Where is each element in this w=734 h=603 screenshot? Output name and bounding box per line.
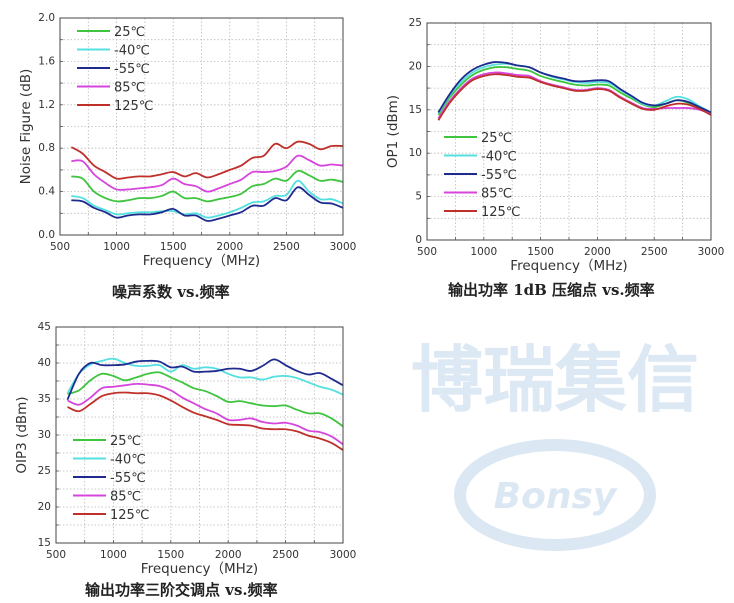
watermark-logo: Bonsy xyxy=(454,439,656,551)
series-line-125C xyxy=(67,391,344,451)
legend-label: 85℃ xyxy=(110,490,141,505)
x-tick-label: 2500 xyxy=(272,549,299,561)
x-tick-label: 2000 xyxy=(584,246,611,258)
x-tick-label: 3000 xyxy=(698,246,725,258)
legend-label: 25℃ xyxy=(110,434,141,449)
legend: 25℃ -40℃ -55℃ 85℃ 125℃ xyxy=(77,25,153,114)
x-tick-label: 1500 xyxy=(157,549,184,561)
legend-label: -55℃ xyxy=(114,62,150,77)
y-tick-label: 0 xyxy=(415,234,422,246)
legend-label: 125℃ xyxy=(481,205,520,220)
y-tick-label: 2.0 xyxy=(38,12,55,24)
y-axis-label: OP1 (dBm) xyxy=(385,95,401,168)
y-tick-label: 0.8 xyxy=(38,142,55,154)
legend-label: 25℃ xyxy=(481,131,512,146)
chart-2: 500 1000 1500 2000 2500 3000 0 5 10 15 20 25 Frequen… xyxy=(385,17,724,274)
y-axis-label: Noise Figure (dB) xyxy=(18,69,34,185)
x-axis-label: Frequency（MHz) xyxy=(510,258,627,274)
legend-label: -55℃ xyxy=(481,168,517,183)
x-tick-label: 1500 xyxy=(527,246,554,258)
chart-1-caption: 噪声系数 vs.频率 xyxy=(112,283,230,301)
series-line-85C xyxy=(67,382,344,446)
watermark-logo-text: Bonsy xyxy=(494,476,618,517)
legend-label: -40℃ xyxy=(481,150,517,165)
y-tick-label: 45 xyxy=(38,321,51,333)
series-line-125C xyxy=(70,140,344,180)
x-tick-label: 2000 xyxy=(215,549,242,561)
y-tick-label: 20 xyxy=(38,501,51,513)
x-tick-label: 2000 xyxy=(216,241,243,253)
legend-label: -40℃ xyxy=(114,44,150,59)
legend-label: -55℃ xyxy=(110,471,146,486)
legend: 25℃ -40℃ -55℃ 85℃ 125℃ xyxy=(73,434,149,523)
y-tick-label: 1.2 xyxy=(38,99,55,111)
y-tick-label: 0.4 xyxy=(38,186,55,198)
legend: 25℃ -40℃ -55℃ 85℃ 125℃ xyxy=(444,131,520,220)
legend-label: 25℃ xyxy=(114,25,145,40)
y-tick-label: 40 xyxy=(38,357,51,369)
series-line-85C xyxy=(437,71,712,119)
series-line-25C xyxy=(71,169,344,203)
y-tick-label: 25 xyxy=(409,17,422,29)
y-tick-label: 0.0 xyxy=(38,229,55,241)
y-tick-label: 10 xyxy=(409,147,422,159)
series-line-85C xyxy=(71,154,344,193)
y-tick-label: 15 xyxy=(38,537,51,549)
chart-1: 500 1000 1500 2000 2500 3000 0.0 0.4 0.8 1.2 1.6 2.… xyxy=(18,12,356,269)
y-tick-label: 25 xyxy=(38,465,51,477)
x-tick-label: 500 xyxy=(417,246,437,258)
series-line--55C xyxy=(71,186,344,222)
x-tick-label: 3000 xyxy=(330,241,357,253)
series-line-125C xyxy=(437,73,712,121)
legend-label: 125℃ xyxy=(110,508,149,523)
x-tick-label: 1500 xyxy=(160,241,187,253)
chart-3: 500 1000 1500 2000 2500 3000 15 20 25 30 35 40 45 Fre… xyxy=(14,321,356,577)
y-axis-label: OIP3 (dBm) xyxy=(14,396,30,473)
y-tick-label: 35 xyxy=(38,393,51,405)
series-line--40C xyxy=(66,357,344,396)
x-tick-label: 3000 xyxy=(330,549,357,561)
series-line--55C xyxy=(66,358,344,401)
x-axis-label: Frequency（MHz) xyxy=(141,561,258,577)
plot-frame xyxy=(59,17,344,236)
x-tick-label: 1000 xyxy=(470,246,497,258)
legend-label: 85℃ xyxy=(481,187,512,202)
y-tick-label: 5 xyxy=(415,191,422,203)
x-tick-label: 1000 xyxy=(100,549,127,561)
plot-frame xyxy=(426,22,712,241)
legend-label: 85℃ xyxy=(114,81,145,96)
chart-3-caption: 输出功率三阶交调点 vs.频率 xyxy=(85,581,278,599)
y-tick-label: 15 xyxy=(409,104,422,116)
y-tick-label: 30 xyxy=(38,429,51,441)
x-tick-label: 500 xyxy=(46,549,66,561)
series-line--40C xyxy=(71,179,344,219)
chart-2-caption: 输出功率 1dB 压缩点 vs.频率 xyxy=(448,281,655,299)
legend-label: 125℃ xyxy=(114,99,153,114)
plot-frame xyxy=(55,326,344,544)
legend-label: -40℃ xyxy=(110,453,146,468)
x-axis-label: Frequency（MHz) xyxy=(143,253,260,269)
x-tick-label: 2500 xyxy=(641,246,668,258)
series-line-25C xyxy=(67,371,344,428)
x-tick-label: 500 xyxy=(50,241,70,253)
x-tick-label: 1000 xyxy=(103,241,130,253)
series-line--55C xyxy=(437,61,712,114)
watermark-brand-text: 博瑞集信 xyxy=(411,338,699,422)
x-tick-label: 2500 xyxy=(273,241,300,253)
y-tick-label: 1.6 xyxy=(38,55,55,67)
y-tick-label: 20 xyxy=(409,60,422,72)
